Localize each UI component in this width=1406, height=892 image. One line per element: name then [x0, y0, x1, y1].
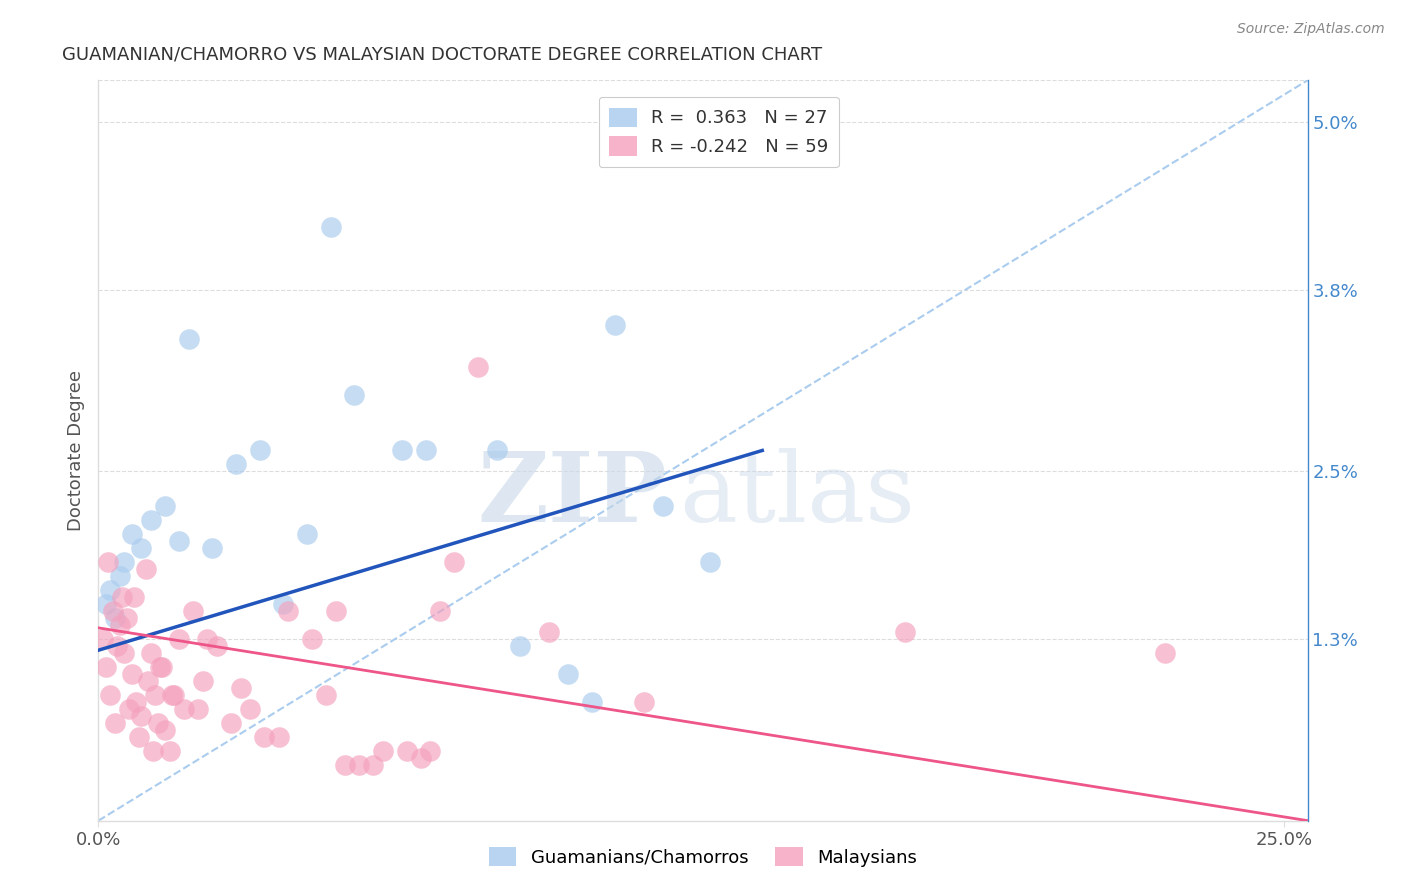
Point: [181, 604, 204, 618]
Point: [239, 702, 262, 716]
Point: [121, 667, 143, 681]
Point: [201, 541, 224, 556]
Point: [94, 660, 117, 674]
Legend: R =  0.363   N = 27, R = -0.242   N = 59: R = 0.363 N = 27, R = -0.242 N = 59: [599, 96, 839, 167]
Point: [581, 695, 603, 709]
Point: [219, 715, 242, 730]
Point: [108, 618, 131, 632]
Point: [557, 667, 579, 681]
Point: [129, 709, 152, 723]
Point: [253, 730, 276, 744]
Point: [509, 639, 531, 653]
Point: [343, 387, 366, 401]
Point: [98, 688, 121, 702]
Point: [187, 702, 209, 716]
Point: [205, 639, 228, 653]
Point: [225, 458, 247, 472]
Point: [537, 625, 560, 640]
Point: [419, 744, 441, 758]
Point: [114, 555, 136, 569]
Point: [136, 673, 159, 688]
Point: [153, 723, 176, 737]
Point: [129, 541, 152, 556]
Point: [229, 681, 252, 695]
Point: [135, 562, 157, 576]
Point: [91, 632, 114, 646]
Point: [415, 443, 437, 458]
Point: [149, 660, 172, 674]
Point: [173, 702, 195, 716]
Point: [159, 744, 181, 758]
Point: [128, 730, 150, 744]
Point: [143, 688, 166, 702]
Point: [699, 555, 721, 569]
Point: [177, 332, 200, 346]
Point: [125, 695, 148, 709]
Y-axis label: Doctorate Degree: Doctorate Degree: [66, 370, 84, 531]
Point: [467, 359, 489, 374]
Text: Source: ZipAtlas.com: Source: ZipAtlas.com: [1237, 22, 1385, 37]
Point: [121, 527, 143, 541]
Point: [429, 604, 451, 618]
Point: [1154, 646, 1177, 660]
Point: [325, 604, 347, 618]
Point: [651, 500, 673, 514]
Point: [485, 443, 508, 458]
Point: [104, 715, 127, 730]
Point: [191, 673, 214, 688]
Point: [371, 744, 394, 758]
Point: [395, 744, 418, 758]
Point: [105, 639, 128, 653]
Text: ZIP: ZIP: [477, 448, 666, 541]
Point: [363, 757, 385, 772]
Point: [167, 534, 190, 549]
Point: [108, 569, 131, 583]
Legend: Guamanians/Chamorros, Malaysians: Guamanians/Chamorros, Malaysians: [482, 840, 924, 874]
Point: [319, 219, 342, 234]
Point: [111, 590, 134, 604]
Text: GUAMANIAN/CHAMORRO VS MALAYSIAN DOCTORATE DEGREE CORRELATION CHART: GUAMANIAN/CHAMORRO VS MALAYSIAN DOCTORAT…: [62, 45, 823, 63]
Point: [153, 500, 176, 514]
Point: [249, 443, 271, 458]
Point: [94, 597, 117, 611]
Point: [277, 604, 299, 618]
Point: [139, 513, 162, 527]
Point: [142, 744, 165, 758]
Point: [267, 730, 290, 744]
Point: [409, 751, 432, 765]
Point: [122, 590, 145, 604]
Point: [97, 555, 120, 569]
Point: [333, 757, 356, 772]
Point: [98, 583, 121, 598]
Point: [115, 611, 138, 625]
Point: [118, 702, 141, 716]
Point: [605, 318, 627, 332]
Point: [146, 715, 169, 730]
Point: [301, 632, 323, 646]
Point: [104, 611, 127, 625]
Point: [443, 555, 465, 569]
Point: [139, 646, 162, 660]
Point: [167, 632, 190, 646]
Point: [391, 443, 413, 458]
Point: [101, 604, 124, 618]
Point: [273, 597, 295, 611]
Point: [633, 695, 655, 709]
Point: [160, 688, 183, 702]
Point: [163, 688, 186, 702]
Point: [295, 527, 318, 541]
Text: atlas: atlas: [679, 448, 915, 541]
Point: [114, 646, 136, 660]
Point: [347, 757, 370, 772]
Point: [893, 625, 915, 640]
Point: [315, 688, 337, 702]
Point: [152, 660, 174, 674]
Point: [197, 632, 219, 646]
